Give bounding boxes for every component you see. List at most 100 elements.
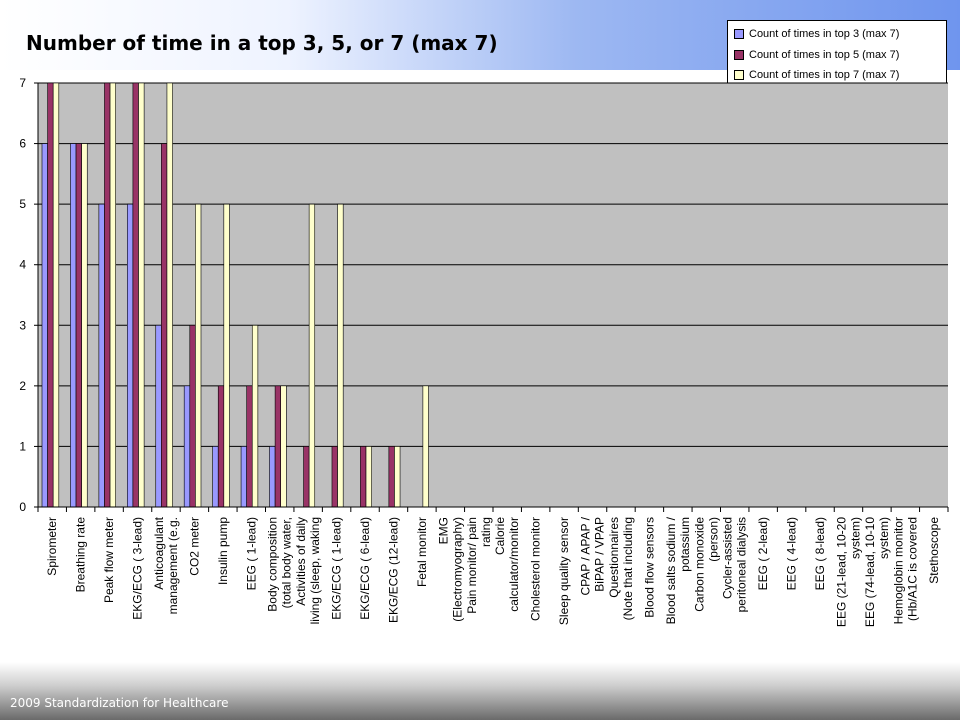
x-category-label: Blood flow sensors: [642, 517, 656, 618]
bar-top3: [183, 385, 191, 508]
bar-top5: [104, 82, 111, 508]
legend-item-top3: Count of times in top 3 (max 7): [734, 24, 940, 45]
y-tick-label: 7: [19, 76, 26, 90]
bar-top3: [98, 203, 105, 508]
x-category-label: Cholesterol monitor: [529, 517, 543, 621]
legend-item-top7: Count of times in top 7 (max 7): [734, 65, 940, 86]
x-category-label: Stethoscope: [927, 517, 941, 584]
chart-title: Number of time in a top 3, 5, or 7 (max …: [26, 31, 498, 55]
x-category-label: EEG (74-lead, 10-10: [863, 517, 877, 627]
bar-top5: [132, 82, 139, 508]
bar-top5: [189, 324, 196, 508]
bar-top5: [331, 446, 338, 508]
x-category-label: rating: [479, 517, 493, 547]
bar-top7: [138, 82, 145, 508]
bar-top7: [223, 203, 230, 508]
bar-top7: [109, 82, 116, 508]
bar-top7: [166, 82, 173, 508]
x-category-label: Spirometer: [45, 517, 59, 576]
bar-top5: [217, 385, 225, 508]
bar-top7: [195, 203, 202, 508]
bar-top3: [212, 446, 219, 508]
bar-top7: [280, 385, 287, 508]
x-category-label: Carbon monoxide: [692, 517, 706, 612]
x-category-label: Anticoagulant: [152, 516, 166, 589]
x-category-label: BiPAP / VPAP: [593, 517, 607, 592]
x-category-label: (total body water,: [280, 517, 294, 608]
x-category-label: CO2 meter: [187, 517, 201, 576]
x-category-label: Cycler-assisted: [721, 517, 735, 599]
y-tick-label: 3: [19, 318, 26, 332]
x-category-label: Fetal monitor: [415, 517, 429, 587]
x-category-label: Breathing rate: [74, 517, 88, 593]
bar-chart: 0 1 2 3 4 5 6 7 Spirometer Breathing rate Peak flo…: [19, 76, 949, 627]
x-category-label: EEG ( 2-lead): [756, 517, 770, 590]
x-category-label: system): [848, 517, 862, 559]
x-category-label: Body composition: [266, 517, 280, 612]
bar-top5: [274, 385, 282, 508]
y-tick-label: 1: [19, 439, 26, 453]
x-category-label: calculator/monitor: [507, 517, 521, 612]
x-category-label: Questionnaires: [607, 517, 621, 598]
plot-area: [38, 83, 948, 507]
bar-top7: [52, 82, 60, 508]
bar-top5: [47, 82, 54, 508]
bar-top7: [365, 446, 372, 508]
legend-item-top5: Count of times in top 5 (max 7): [734, 45, 940, 66]
bar-top5: [161, 143, 168, 508]
bar-top7: [337, 203, 344, 508]
x-category-label: Activities of daily: [294, 517, 308, 606]
bar-top5: [246, 385, 253, 508]
x-category-label: EEG ( 4-lead): [785, 517, 799, 590]
x-category-label: Calorie: [493, 517, 507, 555]
x-category-label: Hemoglobin monitor: [891, 517, 905, 624]
x-category-label: management (e.g.: [166, 517, 180, 614]
x-category-label: Insulin pump: [216, 517, 230, 585]
x-category-label: (Hb/A1C is covered: [905, 517, 919, 621]
footer-text: 2009 Standardization for Healthcare: [10, 696, 229, 710]
legend-swatch-top3: [734, 29, 744, 40]
bar-top7: [81, 143, 88, 508]
bar-top7: [422, 385, 429, 508]
bar-top3: [70, 143, 77, 508]
x-category-label: (Note that including: [621, 517, 635, 620]
x-category-label: EEG ( 1-lead): [244, 517, 258, 590]
bar-top3: [269, 446, 276, 508]
chart-legend: Count of times in top 3 (max 7) Count of…: [727, 20, 947, 84]
x-category-label: potassium: [678, 517, 692, 572]
x-category-label: EKG/ECG ( 3-lead): [131, 517, 145, 620]
y-tick-label: 0: [19, 500, 26, 514]
x-category-label: EMG: [436, 517, 450, 544]
x-category-label: Peak flow meter: [102, 517, 116, 603]
x-category-label: system): [877, 517, 891, 559]
x-category-label: Blood salts sodium /: [664, 516, 678, 624]
x-category-label: EKG/ECG (12-lead): [386, 517, 400, 623]
x-category-label: peritoneal dialysis: [735, 517, 749, 612]
x-category-label: EEG (21-lead, 10-20: [834, 517, 848, 627]
bar-top7: [394, 446, 401, 508]
bar-top3: [240, 446, 247, 508]
legend-swatch-top5: [734, 49, 744, 60]
bar-top5: [303, 446, 310, 508]
legend-label-top5: Count of times in top 5 (max 7): [749, 48, 900, 61]
bar-top7: [308, 203, 316, 508]
bar-top7: [251, 324, 259, 508]
x-category-label: EEG ( 8-lead): [813, 517, 827, 590]
bar-top5: [360, 446, 367, 508]
footer-band: [0, 662, 960, 720]
legend-label-top3: Count of times in top 3 (max 7): [749, 28, 900, 41]
x-category-label: Sleep quality sensor: [557, 517, 571, 625]
x-category-label: Pain monitor/ pain: [465, 517, 479, 614]
y-tick-label: 6: [19, 137, 26, 151]
bar-top5: [75, 143, 82, 508]
bar-top3: [127, 203, 134, 508]
x-category-label: CPAP / APAP /: [579, 516, 593, 595]
bar-top3: [41, 143, 48, 508]
x-category-label: (person): [706, 517, 720, 562]
legend-label-top7: Count of times in top 7 (max 7): [749, 69, 900, 82]
y-tick-label: 2: [19, 379, 26, 393]
bar-top3: [155, 324, 162, 508]
y-tick-label: 5: [19, 197, 26, 211]
x-category-label: EKG/ECG ( 6-lead): [358, 517, 372, 620]
x-category-label: living (sleep, waking: [308, 517, 322, 624]
